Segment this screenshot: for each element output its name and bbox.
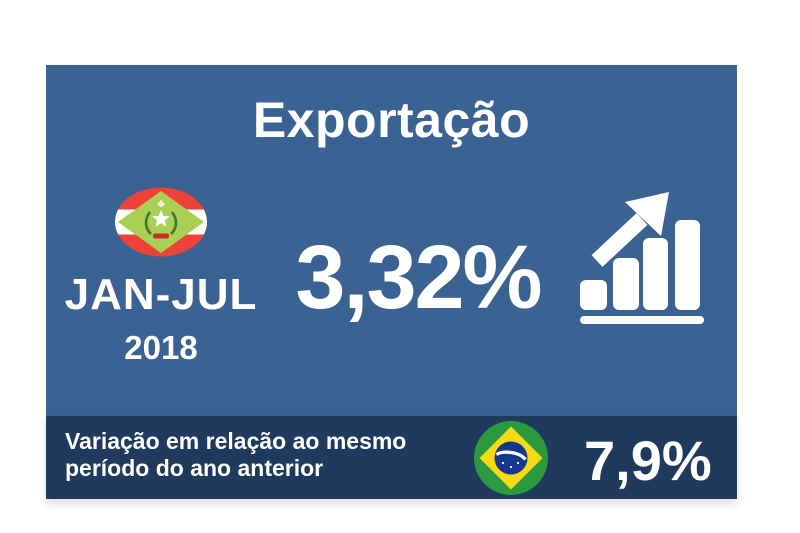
export-variation-value: 3,32% <box>295 228 542 328</box>
card-footer-section: Variação em relação ao mesmo período do … <box>46 416 737 499</box>
page-title: Exportação <box>252 92 531 148</box>
brazil-flag-icon <box>473 420 549 496</box>
rising-bar-chart-icon <box>578 183 708 329</box>
santa-catarina-flag-icon <box>114 187 208 257</box>
comparison-note: Variação em relação ao mesmo período do … <box>65 428 407 481</box>
export-kpi-card: Exportação <box>46 65 737 499</box>
period-year: 2018 <box>124 329 198 366</box>
card-main-section: Exportação <box>46 65 737 416</box>
period-label: JAN-JUL <box>64 270 258 319</box>
brazil-variation-value: 7,9% <box>584 429 712 492</box>
